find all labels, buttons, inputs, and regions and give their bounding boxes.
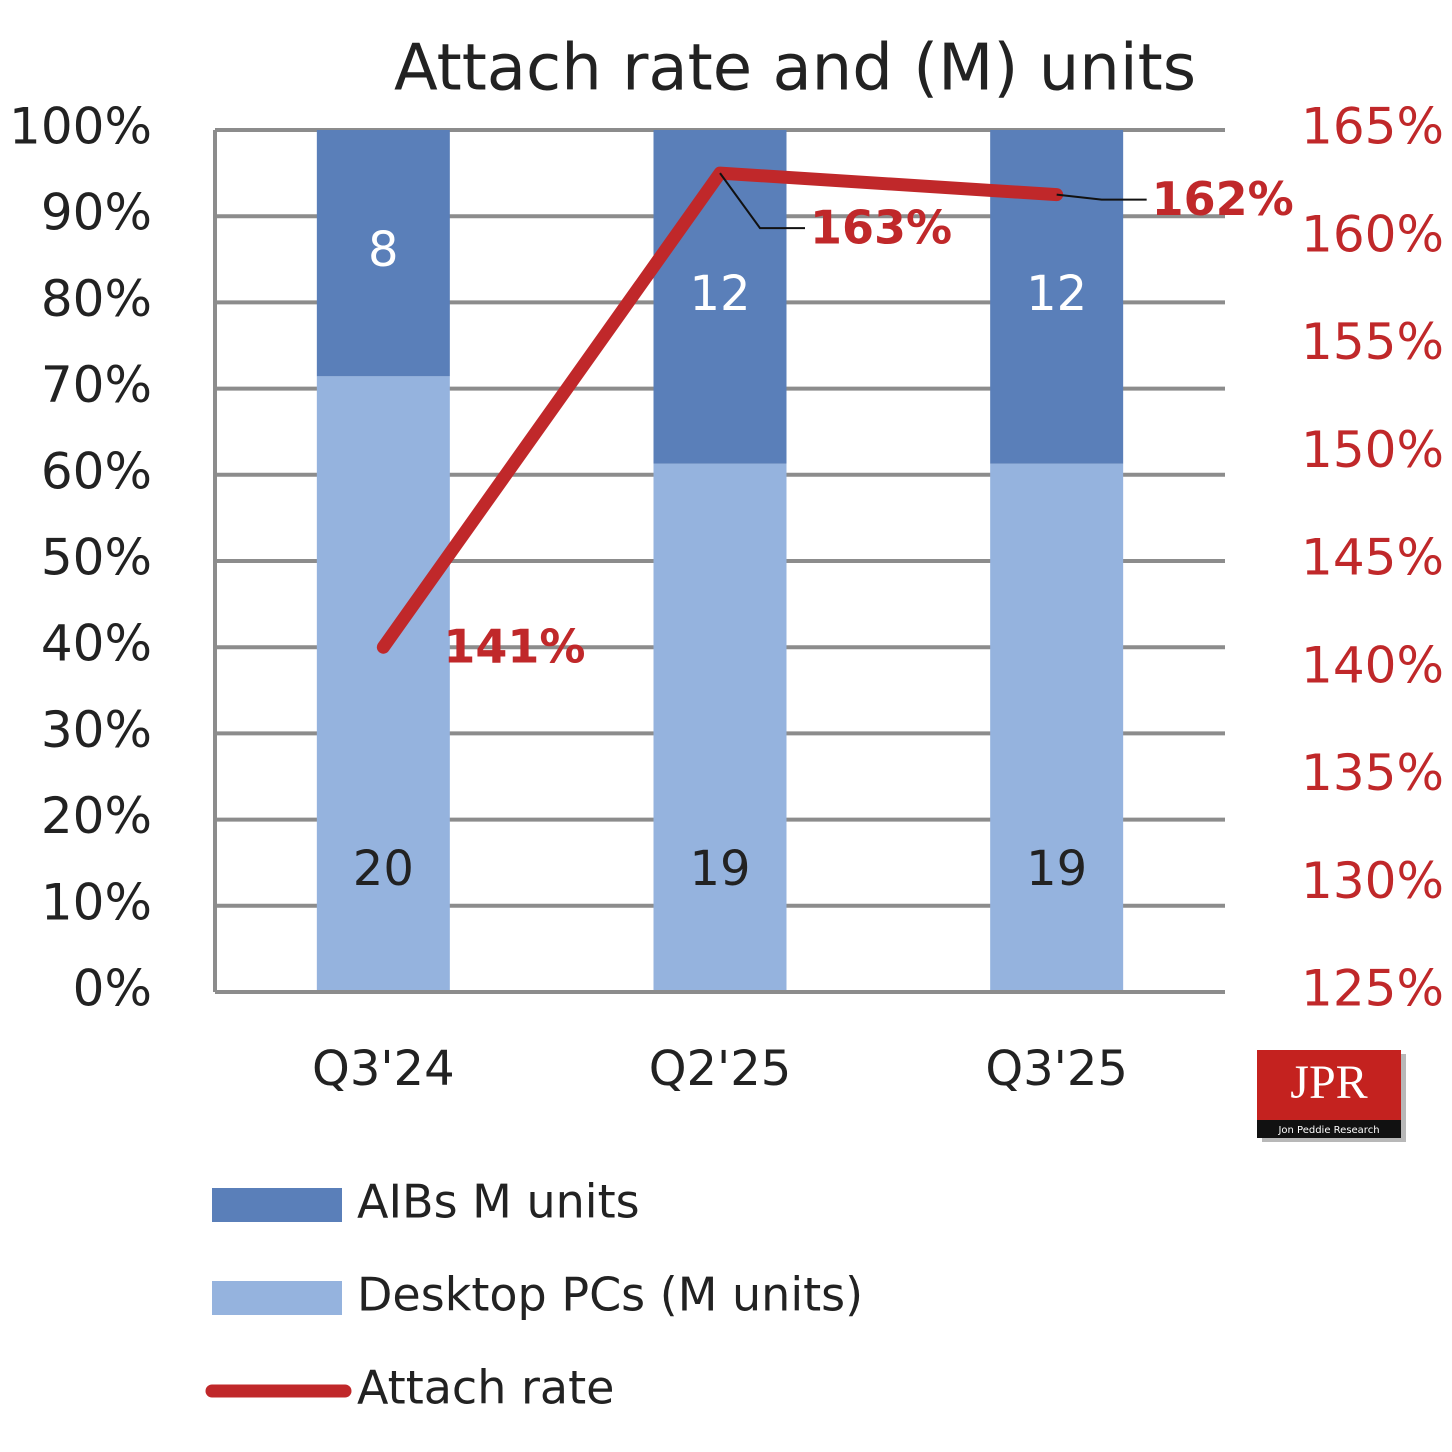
data-label: 19 xyxy=(689,841,750,897)
legend-swatch xyxy=(212,1281,342,1315)
leader-line xyxy=(719,172,805,230)
y-tick-label: 60% xyxy=(41,442,152,500)
x-tick-label: Q3'25 xyxy=(985,1041,1128,1097)
bar-segment xyxy=(316,376,450,992)
chart-title: Attach rate and (M) units xyxy=(394,32,1196,106)
y-tick-label: 100% xyxy=(9,98,152,156)
y2-tick-label: 130% xyxy=(1301,852,1444,910)
logo-strip xyxy=(1257,1120,1401,1138)
y-tick-label: 0% xyxy=(73,960,152,1018)
bar-segment xyxy=(653,130,787,464)
y-tick-label: 80% xyxy=(41,270,152,328)
y2-tick-label: 150% xyxy=(1301,421,1444,479)
y-tick-label: 90% xyxy=(41,184,152,242)
y2-tick-label: 145% xyxy=(1301,529,1444,587)
y2-tick-label: 155% xyxy=(1301,313,1444,371)
data-label: 163% xyxy=(810,201,952,255)
x-tick-label: Q3'24 xyxy=(312,1041,455,1097)
logo-box xyxy=(1257,1050,1401,1120)
y-tick-label: 50% xyxy=(41,529,152,587)
bar-segment xyxy=(316,130,450,377)
y2-tick-label: 160% xyxy=(1301,205,1444,263)
leader-line xyxy=(1056,193,1147,201)
y-tick-label: 70% xyxy=(41,356,152,414)
legend-label: Desktop PCs (M units) xyxy=(357,1268,863,1322)
y2-tick-label: 125% xyxy=(1301,960,1444,1018)
y2-tick-label: 165% xyxy=(1301,98,1444,156)
y-tick-label: 40% xyxy=(41,615,152,673)
y2-tick-label: 140% xyxy=(1301,636,1444,694)
legend-label: Attach rate xyxy=(357,1361,614,1415)
bar-segment xyxy=(990,463,1124,992)
data-label: 8 xyxy=(368,222,399,278)
bar-segment xyxy=(653,463,787,992)
x-tick-label: Q2'25 xyxy=(649,1041,792,1097)
data-label: 19 xyxy=(1026,841,1087,897)
y-tick-label: 30% xyxy=(41,701,152,759)
legend-swatch xyxy=(212,1188,342,1222)
y2-tick-label: 135% xyxy=(1301,744,1444,802)
logo-text: JPR xyxy=(1290,1056,1367,1109)
y-tick-label: 10% xyxy=(41,873,152,931)
logo-subtitle: Jon Peddie Research xyxy=(1277,1125,1379,1136)
data-label: 162% xyxy=(1152,172,1294,226)
legend-label: AIBs M units xyxy=(357,1175,640,1229)
data-label: 12 xyxy=(1026,266,1087,322)
logo: JPR Jon Peddie Research xyxy=(1257,1050,1406,1142)
y-tick-label: 20% xyxy=(41,787,152,845)
data-label: 12 xyxy=(689,266,750,322)
data-label: 20 xyxy=(353,841,414,897)
data-label: 141% xyxy=(443,620,585,674)
